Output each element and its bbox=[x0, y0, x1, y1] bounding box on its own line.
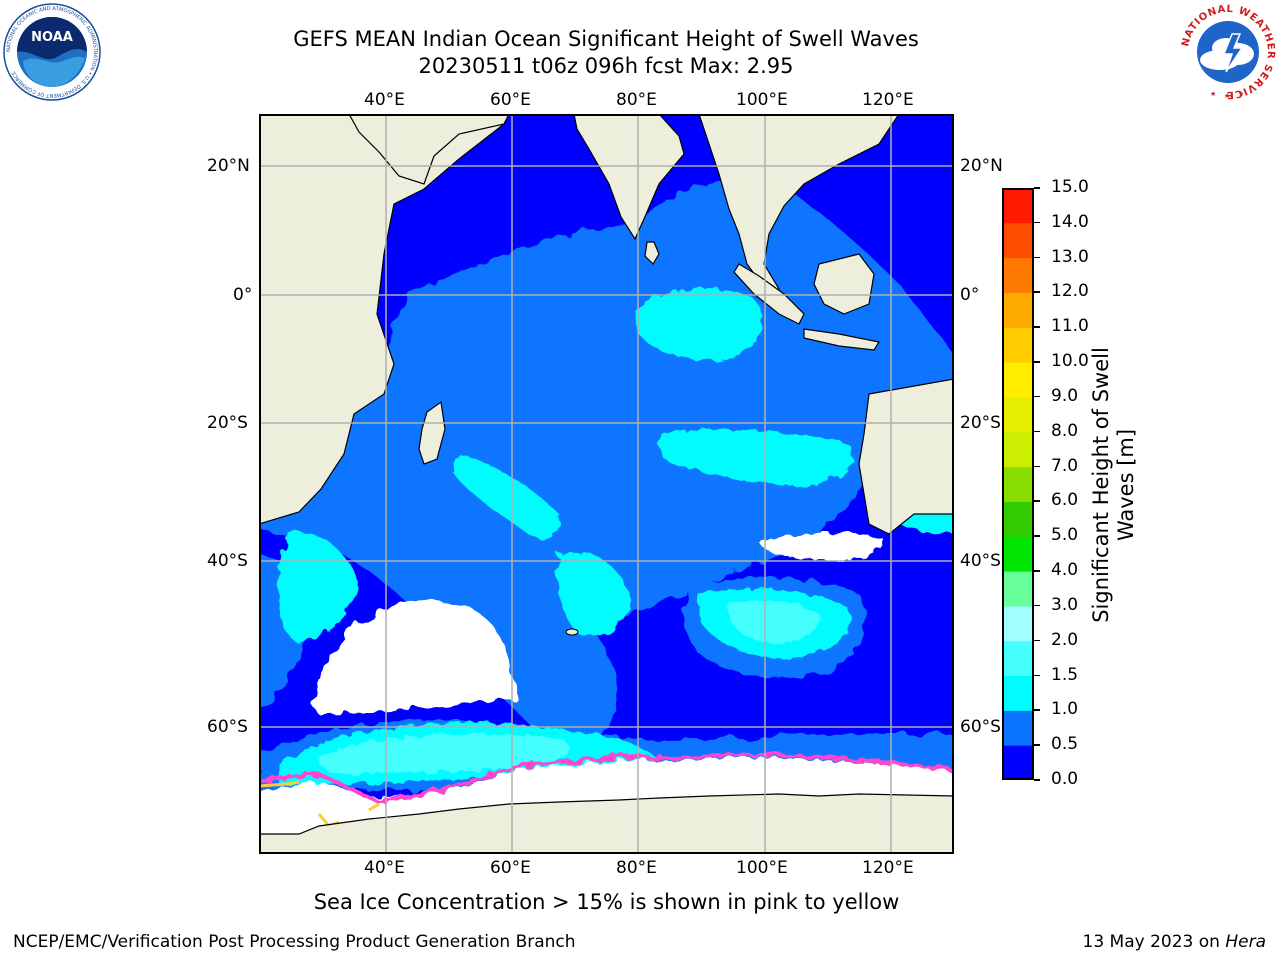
lon-label-top-80e: 80°E bbox=[616, 90, 657, 110]
colorbar-tick-label: 9.0 bbox=[1051, 385, 1079, 406]
lon-label-bottom-100e: 100°E bbox=[736, 858, 788, 878]
lon-label-bottom-80e: 80°E bbox=[616, 858, 657, 878]
lat-label-left-40s: 40°S bbox=[207, 551, 248, 571]
map-panel bbox=[259, 114, 954, 854]
colorbar-segment-0 bbox=[1002, 745, 1034, 781]
lat-label-left-20n: 20°N bbox=[207, 156, 250, 176]
colorbar-segment-15 bbox=[1002, 222, 1034, 259]
lon-label-top-60e: 60°E bbox=[490, 90, 531, 110]
colorbar-segment-10 bbox=[1002, 396, 1034, 433]
lon-label-bottom-60e: 60°E bbox=[490, 858, 531, 878]
colorbar-tick-label: 1.0 bbox=[1051, 699, 1079, 720]
colorbar-tick-label: 2.0 bbox=[1051, 629, 1079, 650]
colorbar-tick-mark bbox=[1034, 430, 1040, 433]
colorbar-tick-label: 10.0 bbox=[1051, 351, 1089, 372]
lat-label-left-0: 0° bbox=[233, 285, 253, 305]
date-text: 13 May 2023 on bbox=[1082, 932, 1220, 952]
lat-label-right-20s: 20°S bbox=[960, 413, 1001, 433]
map-frame bbox=[259, 114, 954, 854]
colorbar-tick-label: 1.5 bbox=[1051, 664, 1079, 685]
machine-name: Hera bbox=[1225, 932, 1266, 952]
colorbar-segment-12 bbox=[1002, 327, 1034, 363]
land-masses bbox=[259, 114, 954, 854]
colorbar-segment-2 bbox=[1002, 675, 1034, 711]
credit-line: NCEP/EMC/Verification Post Processing Pr… bbox=[13, 932, 576, 952]
colorbar-tick-label: 0.5 bbox=[1051, 734, 1079, 755]
svg-text:★: ★ bbox=[1238, 90, 1244, 98]
lat-label-right-40s: 40°S bbox=[960, 551, 1001, 571]
colorbar-tick-mark bbox=[1034, 500, 1040, 502]
colorbar-tick-label: 3.0 bbox=[1051, 594, 1079, 615]
colorbar-segment-6 bbox=[1002, 536, 1034, 572]
colorbar-segment-1 bbox=[1002, 710, 1034, 746]
colorbar-segment-14 bbox=[1002, 257, 1034, 293]
colorbar-tick-label: 12.0 bbox=[1051, 281, 1089, 302]
colorbar-tick-label: 13.0 bbox=[1051, 246, 1089, 267]
date-stamp: 13 May 2023 on Hera bbox=[1083, 932, 1267, 952]
colorbar-segment-7 bbox=[1002, 501, 1034, 537]
colorbar-tick-label: 6.0 bbox=[1051, 490, 1079, 511]
colorbar-tick-mark bbox=[1034, 709, 1040, 711]
colorbar-tick-mark bbox=[1034, 744, 1040, 746]
colorbar-tick-label: 11.0 bbox=[1051, 316, 1089, 337]
colorbar-tick-mark bbox=[1034, 221, 1040, 224]
graticule bbox=[259, 114, 954, 854]
colorbar-tick-label: 4.0 bbox=[1051, 560, 1079, 581]
colorbar-tick-mark bbox=[1034, 535, 1040, 537]
colorbar-segment-9 bbox=[1002, 431, 1034, 468]
colorbar-tick-mark bbox=[1034, 570, 1040, 572]
swell-zone-1.5-2.0m bbox=[317, 599, 820, 774]
chart-subtitle: 20230511 t06z 096h fcst Max: 2.95 bbox=[418, 54, 794, 78]
kerguelen-island bbox=[565, 628, 579, 636]
lat-label-right-20n: 20°N bbox=[960, 156, 1003, 176]
colorbar-tick-mark bbox=[1034, 256, 1040, 259]
colorbar-tick-mark bbox=[1034, 465, 1040, 468]
colorbar-tick-mark bbox=[1034, 395, 1040, 398]
sea-ice-patch-south bbox=[312, 601, 516, 714]
colorbar-frame bbox=[1002, 188, 1034, 780]
lat-label-right-60s: 60°S bbox=[960, 717, 1001, 737]
colorbar-tick-label: 8.0 bbox=[1051, 420, 1079, 441]
colorbar-segment-8 bbox=[1002, 466, 1034, 502]
colorbar-tick-mark bbox=[1034, 187, 1040, 189]
colorbar-title-line2: Waves [m] bbox=[1114, 428, 1138, 542]
svg-text:★: ★ bbox=[1210, 90, 1216, 98]
noaa-wordmark: NOAA bbox=[31, 30, 73, 45]
colorbar-segment-13 bbox=[1002, 292, 1034, 328]
sea-ice-note: Sea Ice Concentration > 15% is shown in … bbox=[313, 890, 900, 914]
colorbar-title-line1: Significant Height of Swell bbox=[1089, 347, 1113, 623]
colorbar-tick-mark bbox=[1034, 291, 1040, 293]
lon-label-top-120e: 120°E bbox=[862, 90, 914, 110]
sea-ice-patch-east bbox=[759, 532, 884, 561]
colorbar-tick-label: 0.0 bbox=[1051, 769, 1079, 789]
colorbar-tick-label: 14.0 bbox=[1051, 211, 1089, 232]
colorbar-segment-5 bbox=[1002, 571, 1034, 607]
svg-text:★: ★ bbox=[1224, 92, 1230, 100]
chart-title: GEFS MEAN Indian Ocean Significant Heigh… bbox=[293, 27, 919, 51]
colorbar-tick-label: 5.0 bbox=[1051, 525, 1079, 546]
lat-label-left-20s: 20°S bbox=[207, 413, 248, 433]
colorbar-tick-label: 7.0 bbox=[1051, 455, 1079, 476]
lon-label-top-40e: 40°E bbox=[364, 90, 405, 110]
colorbar-tick-mark bbox=[1034, 361, 1040, 363]
lon-label-top-100e: 100°E bbox=[736, 90, 788, 110]
nws-logo: NATIONAL WEATHER SERVICE ★ ★ ★ bbox=[1180, 4, 1276, 100]
sea-ice-edge bbox=[259, 750, 954, 805]
colorbar-tick-label: 15.0 bbox=[1051, 177, 1089, 197]
lat-label-left-60s: 60°S bbox=[207, 717, 248, 737]
colorbar-segment-3 bbox=[1002, 640, 1034, 677]
colorbar-tick-mark bbox=[1034, 326, 1040, 328]
colorbar bbox=[1002, 188, 1034, 781]
colorbar-tick-mark bbox=[1034, 604, 1040, 607]
noaa-logo: NATIONAL OCEANIC AND ATMOSPHERIC ADMINIS… bbox=[3, 3, 101, 101]
lat-label-right-0: 0° bbox=[960, 285, 980, 305]
lon-label-bottom-40e: 40°E bbox=[364, 858, 405, 878]
lon-label-bottom-120e: 120°E bbox=[862, 858, 914, 878]
colorbar-segment-4 bbox=[1002, 605, 1034, 642]
colorbar-segment-11 bbox=[1002, 362, 1034, 398]
colorbar-tick-mark bbox=[1034, 639, 1040, 642]
colorbar-tick-mark bbox=[1034, 674, 1040, 677]
colorbar-segment-16 bbox=[1002, 188, 1034, 224]
colorbar-tick-mark bbox=[1034, 779, 1040, 781]
